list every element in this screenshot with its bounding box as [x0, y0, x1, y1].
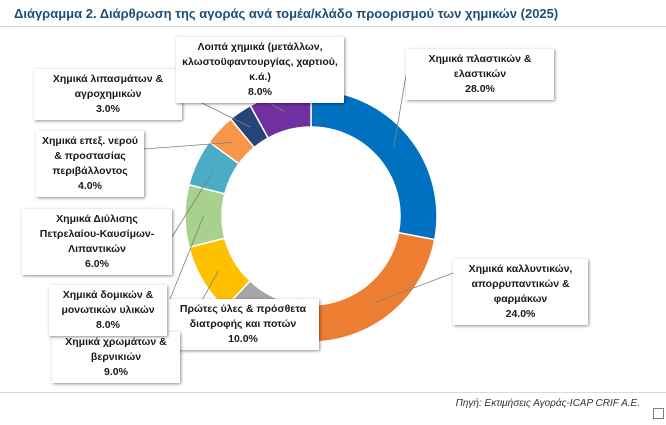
label-food: Πρώτες ύλες & πρόσθετα διατροφής και ποτ… [167, 299, 319, 350]
donut-chart [143, 74, 454, 348]
label-construction-text: Χημικά δομικών & μονωτικών υλικών [61, 289, 155, 316]
label-paints-value: 9.0% [104, 366, 128, 378]
label-food-text: Πρώτες ύλες & πρόσθετα διατροφής και ποτ… [179, 303, 307, 330]
label-plastics: Χημικά πλαστικών & ελαστικών 28.0% [406, 49, 554, 100]
slice-plastics [310, 89, 438, 241]
label-paints: Χημικά χρωμάτων & βερνικιών 9.0% [52, 332, 180, 383]
label-construction: Χημικά δομικών & μονωτικών υλικών 8.0% [49, 285, 167, 336]
leader-line-construction [165, 215, 204, 310]
slice-construction [184, 183, 226, 249]
source-note: Πηγή: Εκτιμήσεις Αγοράς-ICAP CRIF A.E. [455, 398, 640, 409]
leader-line-other [269, 102, 285, 113]
label-food-value: 10.0% [228, 333, 258, 345]
leader-line-refining [171, 170, 215, 238]
resize-handle[interactable] [653, 408, 664, 419]
plot-area: Χημικά πλαστικών & ελαστικών 28.0% Χημικ… [0, 26, 666, 393]
label-refining-text: Χημικά Διύλισης Πετρελαίου-Καυσίμων-Λιπα… [39, 213, 155, 255]
label-fertilizers-text: Χημικά λιπασμάτων & αγροχημικών [52, 73, 164, 100]
label-refining: Χημικά Διύλισης Πετρελαίου-Καυσίμων-Λιπα… [22, 209, 172, 275]
label-cosmetics-text: Χημικά καλλυντικών, απορρυπαντικών & φαρ… [468, 263, 573, 305]
label-water-value: 4.0% [78, 180, 102, 192]
leader-line-water [143, 142, 233, 150]
chart-title: Διάγραμμα 2. Διάρθρωση της αγοράς ανά το… [14, 6, 559, 21]
label-other-text: Λοιπά χημικά (μετάλλων, κλωστοϋφαντουργί… [182, 41, 338, 83]
label-fertilizers-value: 3.0% [96, 103, 120, 115]
label-water-text: Χημικά επεξ. νερού & προστασίας περιβάλλ… [42, 135, 138, 177]
label-construction-value: 8.0% [96, 319, 120, 331]
label-other-value: 8.0% [248, 86, 272, 98]
label-paints-text: Χημικά χρωμάτων & βερνικιών [65, 336, 167, 363]
leader-line-plastics [393, 74, 407, 148]
label-water: Χημικά επεξ. νερού & προστασίας περιβάλλ… [36, 131, 144, 197]
label-other: Λοιπά χημικά (μετάλλων, κλωστοϋφαντουργί… [176, 37, 344, 103]
label-plastics-value: 28.0% [465, 83, 495, 95]
label-refining-value: 6.0% [85, 258, 109, 270]
label-cosmetics-value: 24.0% [505, 308, 536, 320]
label-plastics-text: Χημικά πλαστικών & ελαστικών [428, 53, 532, 80]
label-fertilizers: Χημικά λιπασμάτων & αγροχημικών 3.0% [34, 69, 182, 120]
label-cosmetics: Χημικά καλλυντικών, απορρυπαντικών & φαρ… [453, 259, 588, 325]
leader-line-cosmetics [374, 272, 454, 304]
